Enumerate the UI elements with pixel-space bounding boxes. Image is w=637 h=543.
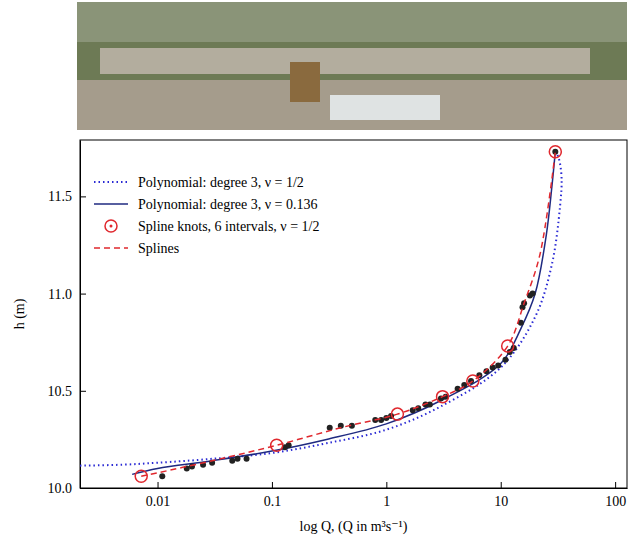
data-point: [159, 473, 165, 479]
y-tick-mark: [80, 391, 86, 392]
photo-ground: [77, 2, 627, 130]
data-point: [229, 458, 235, 464]
data-point: [244, 456, 250, 462]
x-tick-mark: [501, 482, 502, 488]
knot-marker: [467, 375, 479, 387]
data-point: [378, 417, 384, 423]
knot-marker: [271, 439, 283, 451]
x-tick-mark: [158, 482, 159, 488]
marks: [80, 146, 562, 483]
data-point: [530, 291, 536, 297]
legend: Polynomial: degree 3, ν = 1/2 Polynomial:…: [94, 175, 319, 256]
photo-rapids: [330, 95, 440, 120]
legend-label: Polynomial: degree 3, ν = 0.136: [138, 197, 317, 212]
y-tick-mark: [80, 488, 86, 489]
data-point: [495, 363, 501, 369]
y-tick-label: 11.0: [48, 287, 72, 302]
legend-label: Polynomial: degree 3, ν = 1/2: [138, 175, 304, 190]
legend-label: Spline knots, 6 intervals, ν = 1/2: [138, 219, 319, 234]
y-axis-line: [80, 141, 81, 489]
x-axis-line: [81, 488, 628, 489]
legend-swatch: [94, 203, 128, 205]
x-tick-label: 10: [494, 494, 508, 509]
y-tick-label: 10.5: [48, 384, 73, 399]
x-axis-title: log Q, (Q in m³s⁻¹): [300, 519, 408, 535]
y-axis: 10.0 10.5 11.0 11.5: [48, 141, 87, 496]
x-tick-label: 1: [383, 494, 390, 509]
x-axis: 0.01 0.1 1 10 100: [81, 482, 628, 509]
series-line: [80, 152, 562, 466]
y-tick: 11.5: [48, 189, 86, 204]
x-tick-mark: [615, 482, 616, 488]
x-tick: 0.1: [264, 482, 282, 509]
data-point: [490, 364, 496, 370]
y-tick: 10.5: [48, 384, 87, 399]
data-point: [502, 357, 508, 363]
data-point: [327, 425, 333, 431]
photo-trees: [77, 2, 627, 42]
legend-swatch-dot: [110, 225, 113, 228]
x-tick: 0.01: [146, 482, 171, 509]
photo: [77, 2, 627, 130]
legend-label: Splines: [138, 241, 179, 256]
x-tick-mark: [272, 482, 273, 488]
x-tick: 1: [383, 482, 390, 509]
x-tick-label: 0.01: [146, 494, 171, 509]
legend-swatch: [105, 220, 117, 232]
data-point: [286, 442, 292, 448]
y-tick-mark: [80, 294, 86, 295]
x-tick-label: 0.1: [264, 494, 282, 509]
y-tick-mark: [80, 196, 86, 197]
plot-frame: [80, 140, 627, 488]
y-tick-label: 10.0: [48, 481, 73, 496]
x-tick-mark: [386, 482, 387, 488]
y-tick: 10.0: [48, 481, 87, 496]
data-point: [234, 456, 240, 462]
photo-weir: [100, 48, 590, 74]
chart: 0.01 0.1 1 10 100 10.0 10.5 11.0 11.5 log Q, (Q i…: [0, 0, 637, 543]
y-tick: 11.0: [48, 287, 86, 302]
photo-rocks: [77, 80, 627, 130]
x-tick: 100: [605, 482, 626, 509]
x-tick: 10: [494, 482, 508, 509]
photo-water: [290, 62, 320, 102]
x-tick-label: 100: [605, 494, 626, 509]
legend-swatch: [94, 181, 128, 183]
series-line: [132, 152, 555, 475]
y-axis-title: h (m): [12, 298, 28, 329]
y-tick-label: 11.5: [48, 189, 72, 204]
legend-swatch: [94, 247, 128, 249]
